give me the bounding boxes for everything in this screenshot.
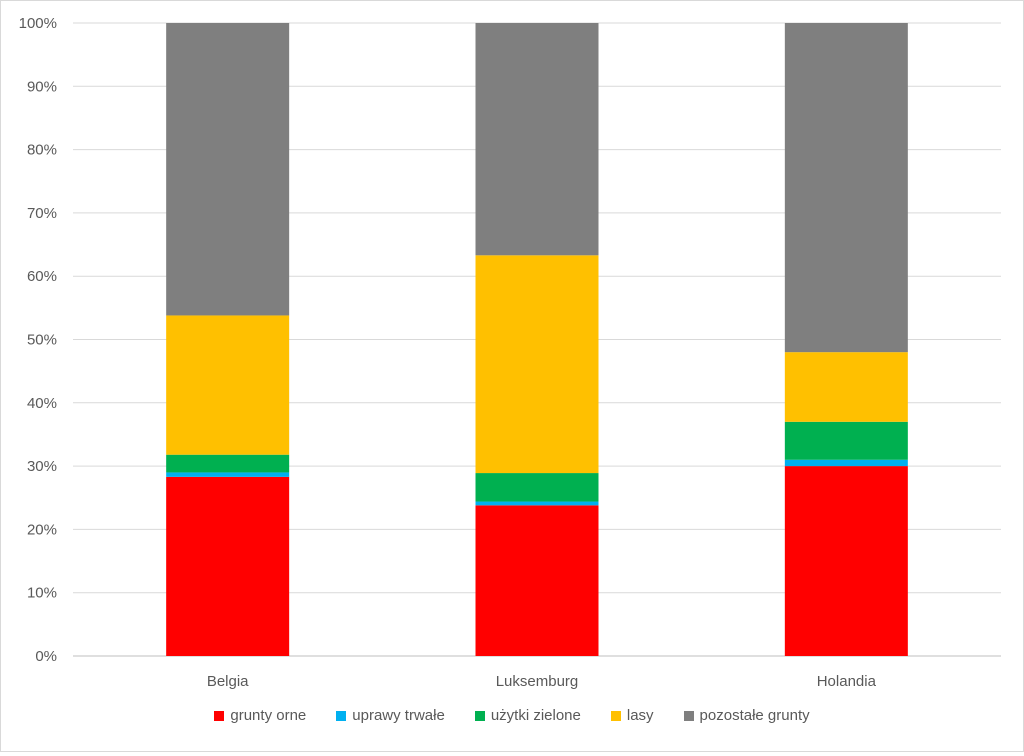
y-tick-label: 40% (27, 395, 57, 412)
bar-segment-pozostałe-grunty-holandia (784, 23, 908, 353)
legend-item: grunty orne (214, 707, 306, 724)
bar-segment-grunty-orne-holandia (784, 466, 908, 656)
y-tick-label: 100% (19, 15, 57, 32)
x-tick-label: Holandia (817, 673, 877, 690)
y-tick-label: 0% (35, 648, 57, 665)
bar-segment-lasy-luksemburg (475, 255, 599, 474)
y-tick-label: 70% (27, 205, 57, 222)
legend-item: lasy (610, 707, 654, 724)
legend-swatch (474, 710, 485, 721)
bar-segment-lasy-belgia (166, 315, 290, 455)
bar-segment-uprawy-trwałe-belgia (166, 472, 290, 477)
y-tick-label: 10% (27, 585, 57, 602)
bar-segment-grunty-orne-belgia (166, 476, 290, 656)
legend-label: uprawy trwałe (352, 707, 445, 724)
axes: 0% 10% 20% 30% 40% 50% 60% 70% 80% 90% 100% Belgia L… (19, 15, 877, 690)
legend-item: użytki zielone (474, 707, 581, 724)
bar-segment-użytki-zielone-luksemburg (475, 473, 599, 502)
legend-label: grunty orne (230, 707, 307, 724)
bar-segment-uprawy-trwałe-holandia (784, 459, 908, 467)
y-tick-label: 60% (27, 268, 57, 285)
bar-segment-użytki-zielone-holandia (784, 421, 908, 460)
bar-segment-uprawy-trwałe-luksemburg (475, 501, 599, 506)
bar-segment-pozostałe-grunty-luksemburg (475, 23, 599, 256)
bar-segment-użytki-zielone-belgia (166, 454, 290, 473)
legend-label: lasy (626, 707, 654, 724)
bar-segment-lasy-holandia (784, 352, 908, 422)
bar-segment-pozostałe-grunty-belgia (166, 23, 290, 316)
x-tick-label: Belgia (207, 673, 249, 690)
bars (166, 23, 908, 656)
bar-segment-grunty-orne-luksemburg (475, 505, 599, 656)
y-tick-label: 80% (27, 142, 57, 159)
legend-swatch (610, 710, 621, 721)
y-tick-label: 30% (27, 458, 57, 475)
legend: grunty orne uprawy trwałe użytki zielone la… (1, 707, 1023, 724)
legend-label: użytki zielone (490, 707, 581, 724)
legend-label: pozostałe grunty (699, 707, 810, 724)
legend-swatch (336, 710, 347, 721)
legend-item: uprawy trwałe (336, 707, 445, 724)
legend-swatch (683, 710, 694, 721)
legend-item: pozostałe grunty (683, 707, 810, 724)
y-tick-label: 50% (27, 332, 57, 349)
y-tick-label: 20% (27, 521, 57, 538)
y-tick-label: 90% (27, 78, 57, 95)
legend-swatch (214, 710, 225, 721)
x-tick-label: Luksemburg (496, 673, 579, 690)
